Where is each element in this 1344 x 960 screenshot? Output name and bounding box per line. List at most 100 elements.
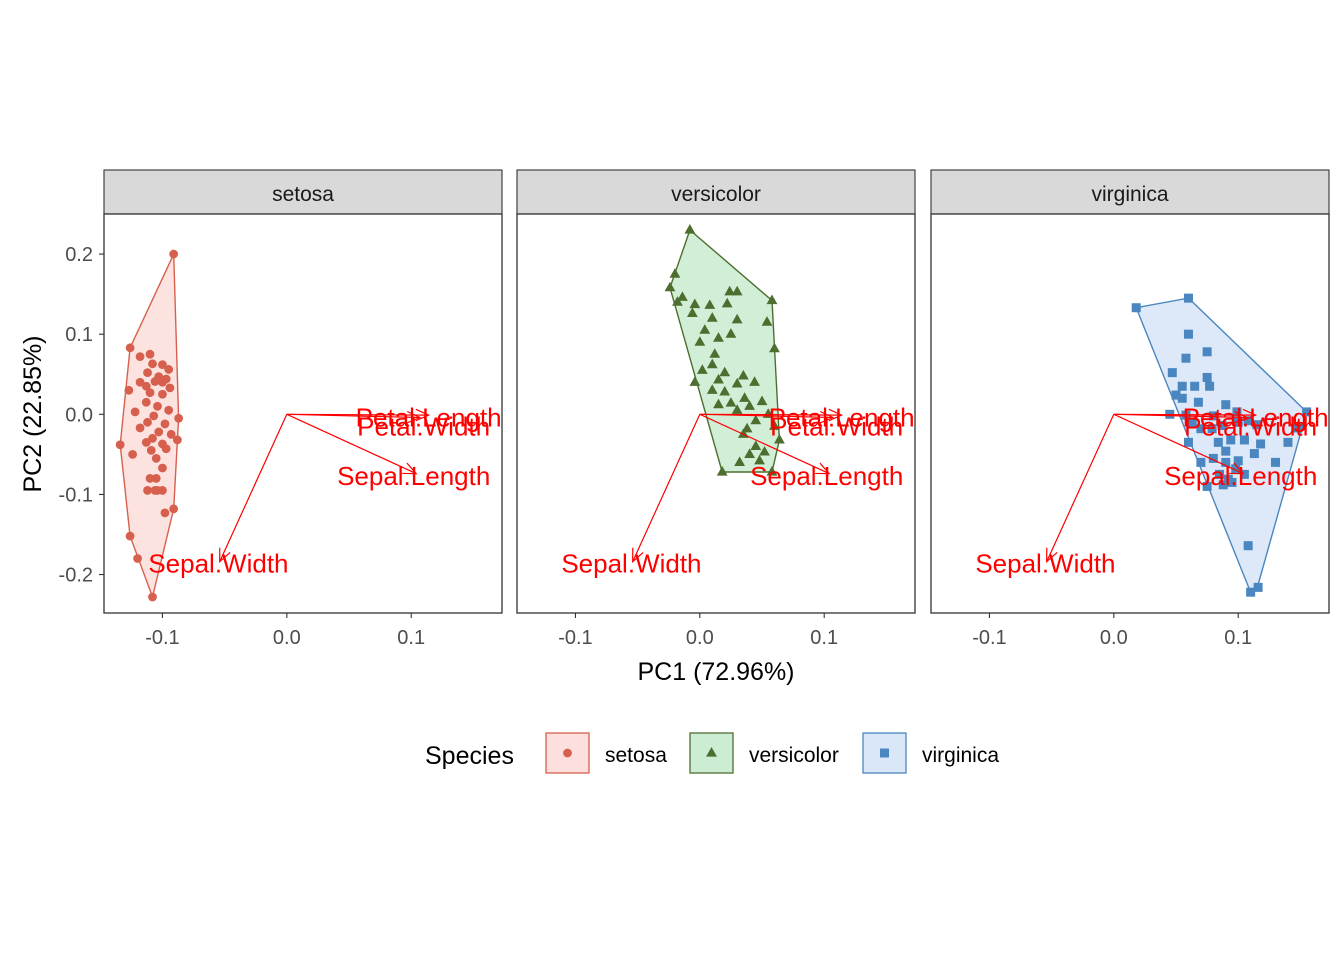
data-point (1252, 420, 1262, 430)
data-point (744, 448, 755, 458)
facet-strip-label: setosa (272, 183, 334, 206)
loading-label: Petal.Length (356, 403, 502, 433)
data-point (169, 504, 179, 514)
legend-item-virginica: virginica (862, 732, 999, 774)
loading-arrow (286, 413, 417, 475)
loading-arrowhead (406, 410, 422, 424)
data-point (164, 405, 174, 415)
data-point (1221, 457, 1231, 467)
loading-arrowhead (819, 410, 835, 424)
data-point (1181, 353, 1191, 363)
data-point (1271, 457, 1281, 467)
legend-marker (706, 747, 717, 757)
data-point (713, 332, 724, 342)
data-point (1232, 407, 1242, 417)
data-point (1183, 293, 1193, 303)
data-point (1196, 457, 1206, 467)
data-point (143, 368, 152, 378)
data-point (1223, 474, 1233, 484)
loading-arrow (1046, 414, 1115, 562)
data-point (686, 307, 698, 317)
data-point (154, 427, 164, 437)
data-point (148, 359, 157, 369)
data-point (1231, 464, 1241, 474)
data-point (125, 531, 135, 541)
loading-arrowhead (1233, 410, 1249, 424)
data-point (158, 377, 167, 387)
data-point (160, 508, 170, 518)
data-point (1226, 435, 1236, 445)
data-point (148, 592, 157, 602)
data-point (1253, 582, 1263, 592)
data-point (115, 440, 125, 450)
data-point (125, 343, 135, 353)
data-point (128, 449, 138, 459)
data-point (143, 417, 152, 427)
loading-arrow (219, 414, 288, 562)
x-tick-label: 0.0 (1100, 627, 1128, 649)
data-point (141, 381, 151, 391)
data-point (145, 349, 155, 359)
data-point (759, 445, 770, 456)
data-point (1218, 480, 1228, 490)
data-point (166, 429, 176, 439)
x-tick-label: 0.0 (273, 627, 301, 649)
data-point (689, 298, 701, 309)
data-point (1208, 411, 1218, 421)
data-point (1243, 541, 1253, 551)
loading-arrow (1113, 413, 1244, 475)
data-point (133, 554, 142, 563)
data-point (699, 324, 711, 334)
data-point (754, 454, 765, 465)
loading-arrow (286, 413, 420, 419)
data-point (1283, 437, 1293, 447)
data-point (151, 473, 161, 483)
data-point (739, 392, 751, 402)
loading-label: Sepal.Width (975, 548, 1115, 578)
data-point (158, 463, 167, 473)
data-point (124, 385, 134, 395)
data-point (706, 312, 718, 322)
data-point (1239, 469, 1249, 479)
data-point (148, 433, 157, 443)
data-point (721, 297, 733, 308)
y-tick-label: 0.2 (65, 244, 93, 266)
legend-label: virginica (922, 744, 999, 767)
data-point (731, 377, 743, 388)
data-point (677, 291, 688, 301)
loading-label: Petal.Length (1183, 403, 1329, 433)
x-tick-label: 0.1 (1224, 627, 1252, 649)
data-point (1207, 424, 1217, 434)
data-point (1167, 368, 1177, 378)
legend-item-setosa: setosa (545, 732, 667, 774)
data-point (1293, 423, 1303, 433)
data-point (749, 376, 760, 386)
data-point (1249, 449, 1259, 459)
loading-arrow (632, 414, 701, 562)
loading-arrowhead (219, 547, 231, 564)
data-point (145, 388, 155, 398)
data-point (1171, 390, 1181, 400)
data-point (161, 444, 171, 454)
data-point (130, 407, 140, 417)
y-tick-label: -0.1 (59, 484, 93, 506)
data-point (725, 397, 737, 407)
loading-label: Petal.Length (769, 403, 915, 433)
data-point (141, 437, 151, 447)
data-point (1256, 439, 1266, 449)
data-point (160, 419, 170, 429)
loading-arrow (699, 413, 830, 475)
data-point (725, 328, 737, 338)
data-point (135, 423, 145, 433)
data-point (1183, 329, 1193, 339)
data-point (709, 348, 721, 358)
data-point (774, 433, 785, 444)
data-point (1246, 587, 1256, 597)
data-point (713, 373, 724, 384)
data-point (719, 366, 731, 377)
data-point (143, 486, 152, 495)
data-point (769, 342, 780, 353)
